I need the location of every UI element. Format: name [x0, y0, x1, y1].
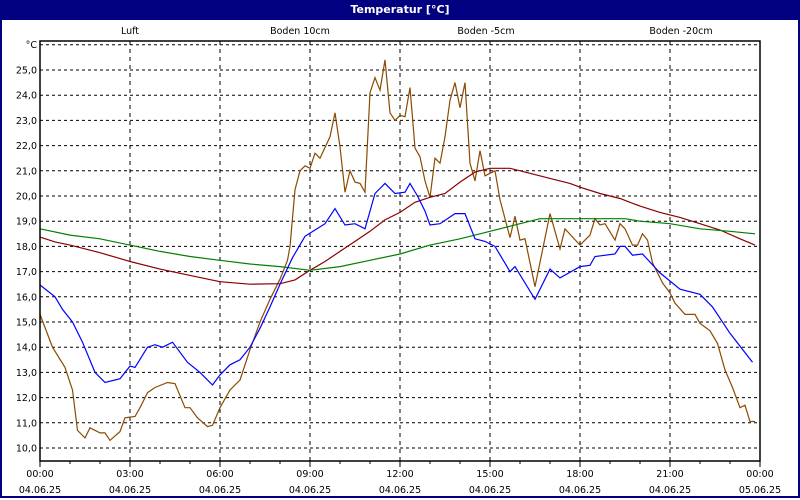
- y-tick-label: 23,0: [16, 116, 37, 127]
- series-line-boden-10cm: [39, 59, 755, 442]
- x-tick-date: 04.06.25: [469, 485, 511, 496]
- x-tick-time: 00:00: [746, 469, 773, 480]
- series-line-luft: [39, 182, 753, 386]
- y-tick-label: 24,0: [16, 91, 37, 102]
- y-tick-label: 21,0: [16, 166, 37, 177]
- y-tick-label: 11,0: [16, 418, 37, 429]
- y-tick-label: 17,0: [16, 267, 37, 278]
- x-tick-date: 04.06.25: [379, 485, 421, 496]
- x-tick-date: 05.06.25: [739, 485, 781, 496]
- x-tick-time: 06:00: [206, 469, 233, 480]
- legend: Luft Boden 10cm Boden -5cm Boden -20cm: [121, 26, 713, 37]
- window-title: Temperatur [°C]: [0, 0, 800, 20]
- x-tick-time: 21:00: [656, 469, 683, 480]
- x-tick-date: 04.06.25: [649, 485, 691, 496]
- y-tick-label: 13,0: [16, 368, 37, 379]
- y-tick-label: 20,0: [16, 192, 37, 203]
- x-tick-date: 04.06.25: [109, 485, 151, 496]
- y-tick-label: 14,0: [16, 343, 37, 354]
- x-tick-time: 12:00: [386, 469, 413, 480]
- y-tick-label: 19,0: [16, 217, 37, 228]
- y-tick-label: 15,0: [16, 318, 37, 329]
- x-tick-date: 04.06.25: [19, 485, 61, 496]
- x-tick-date: 04.06.25: [199, 485, 241, 496]
- series-lines: [39, 59, 756, 442]
- x-tick-time: 03:00: [116, 469, 143, 480]
- legend-item: Boden -20cm: [649, 26, 712, 37]
- x-tick-date: 04.06.25: [289, 485, 331, 496]
- y-tick-label: 12,0: [16, 393, 37, 404]
- x-tick-date: 04.06.25: [559, 485, 601, 496]
- x-tick-time: 18:00: [566, 469, 593, 480]
- y-axis: °C 10,0 11,0 12,0 13,0 14,0 15,0 16,0 17,0 18,0 1…: [16, 40, 38, 455]
- x-tick-time: 09:00: [296, 469, 323, 480]
- series-line-boden-20cm: [39, 218, 756, 271]
- x-axis: 00:00 04.06.25 03:00 04.06.25 06:00 04.06.25 0…: [19, 461, 781, 496]
- y-tick-label: 25,0: [16, 66, 37, 77]
- y-tick-label: 22,0: [16, 141, 37, 152]
- legend-item: Boden -5cm: [457, 26, 514, 37]
- y-tick-label: 10,0: [16, 444, 37, 455]
- y-tick-label: 18,0: [16, 242, 37, 253]
- series-line-boden-5cm: [39, 167, 756, 285]
- x-tick-time: 00:00: [26, 469, 53, 480]
- grid: [40, 41, 760, 461]
- x-tick-time: 15:00: [476, 469, 503, 480]
- legend-item: Boden 10cm: [270, 26, 330, 37]
- y-axis-unit: °C: [26, 40, 38, 51]
- legend-item: Luft: [121, 26, 139, 37]
- y-tick-label: 16,0: [16, 292, 37, 303]
